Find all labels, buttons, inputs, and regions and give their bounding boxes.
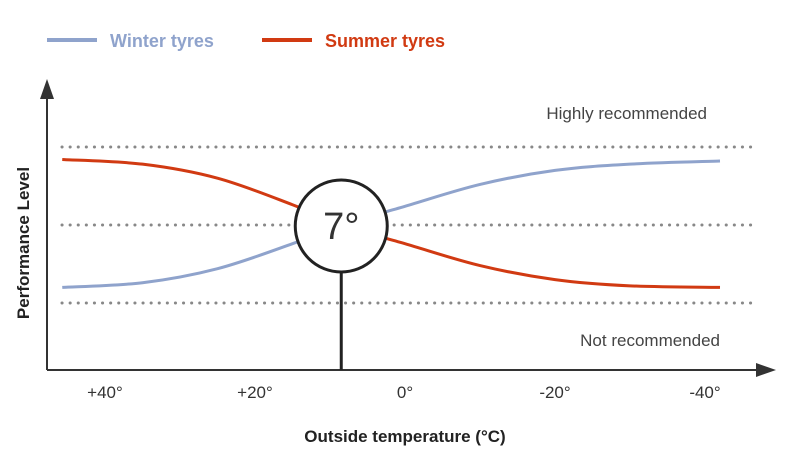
x-tick-label: -20° (539, 383, 570, 402)
x-tick-labels: +40° +20° 0° -20° -40° (87, 383, 721, 402)
marker-circle (293, 178, 389, 274)
x-tick-label: +40° (87, 383, 123, 402)
x-tick-label: +20° (237, 383, 273, 402)
x-axis-arrow (756, 363, 776, 377)
series-lines (62, 157, 721, 289)
axes (40, 79, 776, 377)
y-axis-label: Performance Level (14, 167, 33, 319)
x-tick-label: -40° (689, 383, 720, 402)
legend-label-1: Summer tyres (325, 31, 445, 51)
marker-label: 7° (323, 206, 359, 248)
x-tick-label: 0° (397, 383, 413, 402)
series-line-summer-tyres (62, 157, 721, 289)
x-axis-label: Outside temperature (°C) (304, 427, 505, 446)
annotation-highly-recommended: Highly recommended (546, 104, 707, 123)
legend: Winter tyres Summer tyres (47, 31, 445, 51)
annotation-not-recommended: Not recommended (580, 331, 720, 350)
reference-lines (60, 145, 754, 305)
y-axis-arrow (40, 79, 54, 99)
temperature-marker: 7° (293, 178, 389, 370)
legend-label-0: Winter tyres (110, 31, 214, 51)
